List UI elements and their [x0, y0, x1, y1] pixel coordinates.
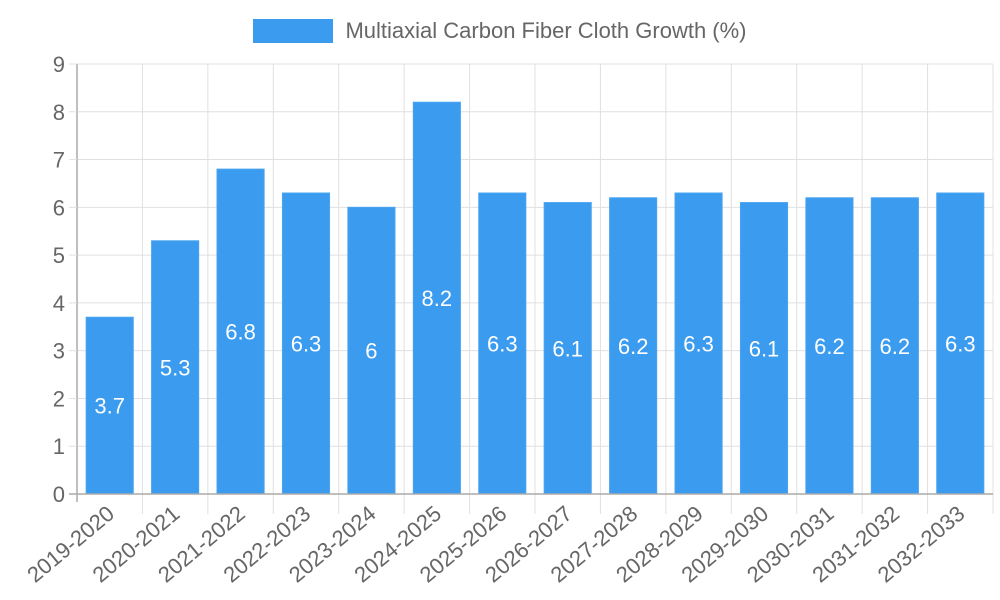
bar[interactable]	[805, 197, 854, 495]
bar[interactable]	[674, 192, 723, 495]
data-label: 6.1	[552, 336, 583, 361]
y-tick-label: 1	[53, 434, 65, 459]
data-label: 6.2	[880, 334, 911, 359]
bar[interactable]	[216, 168, 265, 495]
y-tick-label: 2	[53, 386, 65, 411]
y-tick-label: 3	[53, 339, 65, 364]
chart-legend: Multiaxial Carbon Fiber Cloth Growth (%)	[0, 18, 1000, 44]
data-label: 6.8	[225, 320, 256, 345]
y-tick-label: 4	[53, 291, 65, 316]
data-label: 6.3	[945, 332, 976, 357]
data-label: 8.2	[422, 286, 453, 311]
legend-label: Multiaxial Carbon Fiber Cloth Growth (%)	[345, 18, 747, 43]
bar[interactable]	[85, 316, 134, 495]
data-labels: 3.7 5.3 6.8 6.3 6 8.2 6.3 6.1 6.2 6.3 6.1 6.2 6.2 6.3	[94, 286, 975, 419]
bar[interactable]	[739, 202, 789, 495]
data-label: 6.3	[487, 332, 518, 357]
bar[interactable]	[870, 197, 919, 495]
y-tick-label: 9	[53, 52, 65, 77]
data-label: 6	[365, 339, 377, 364]
x-axis-ticks: 2019-20202020-20212021-20222022-20232023…	[22, 501, 969, 588]
y-tick-label: 7	[53, 148, 65, 173]
y-tick-label: 5	[53, 243, 65, 268]
bar[interactable]	[543, 202, 592, 495]
data-label: 3.7	[94, 394, 125, 419]
data-label: 5.3	[160, 355, 191, 380]
y-axis-ticks: 0 1 2 3 4 5 6 7 8 9	[53, 52, 77, 507]
y-tick-label: 6	[53, 195, 65, 220]
y-tick-label: 0	[53, 482, 65, 507]
bar[interactable]	[609, 197, 658, 495]
bar[interactable]	[281, 192, 331, 495]
data-label: 6.3	[683, 332, 714, 357]
bar[interactable]	[478, 192, 527, 495]
bar[interactable]	[151, 240, 200, 495]
data-label: 6.1	[749, 336, 780, 361]
bar[interactable]	[412, 101, 461, 495]
y-tick-label: 8	[53, 100, 65, 125]
bar[interactable]	[936, 192, 985, 495]
data-label: 6.2	[618, 334, 649, 359]
grid-lines	[77, 63, 994, 514]
data-label: 6.2	[814, 334, 845, 359]
axes	[69, 64, 993, 502]
legend-swatch[interactable]	[253, 19, 334, 43]
data-label: 6.3	[291, 332, 322, 357]
bars	[85, 101, 985, 495]
